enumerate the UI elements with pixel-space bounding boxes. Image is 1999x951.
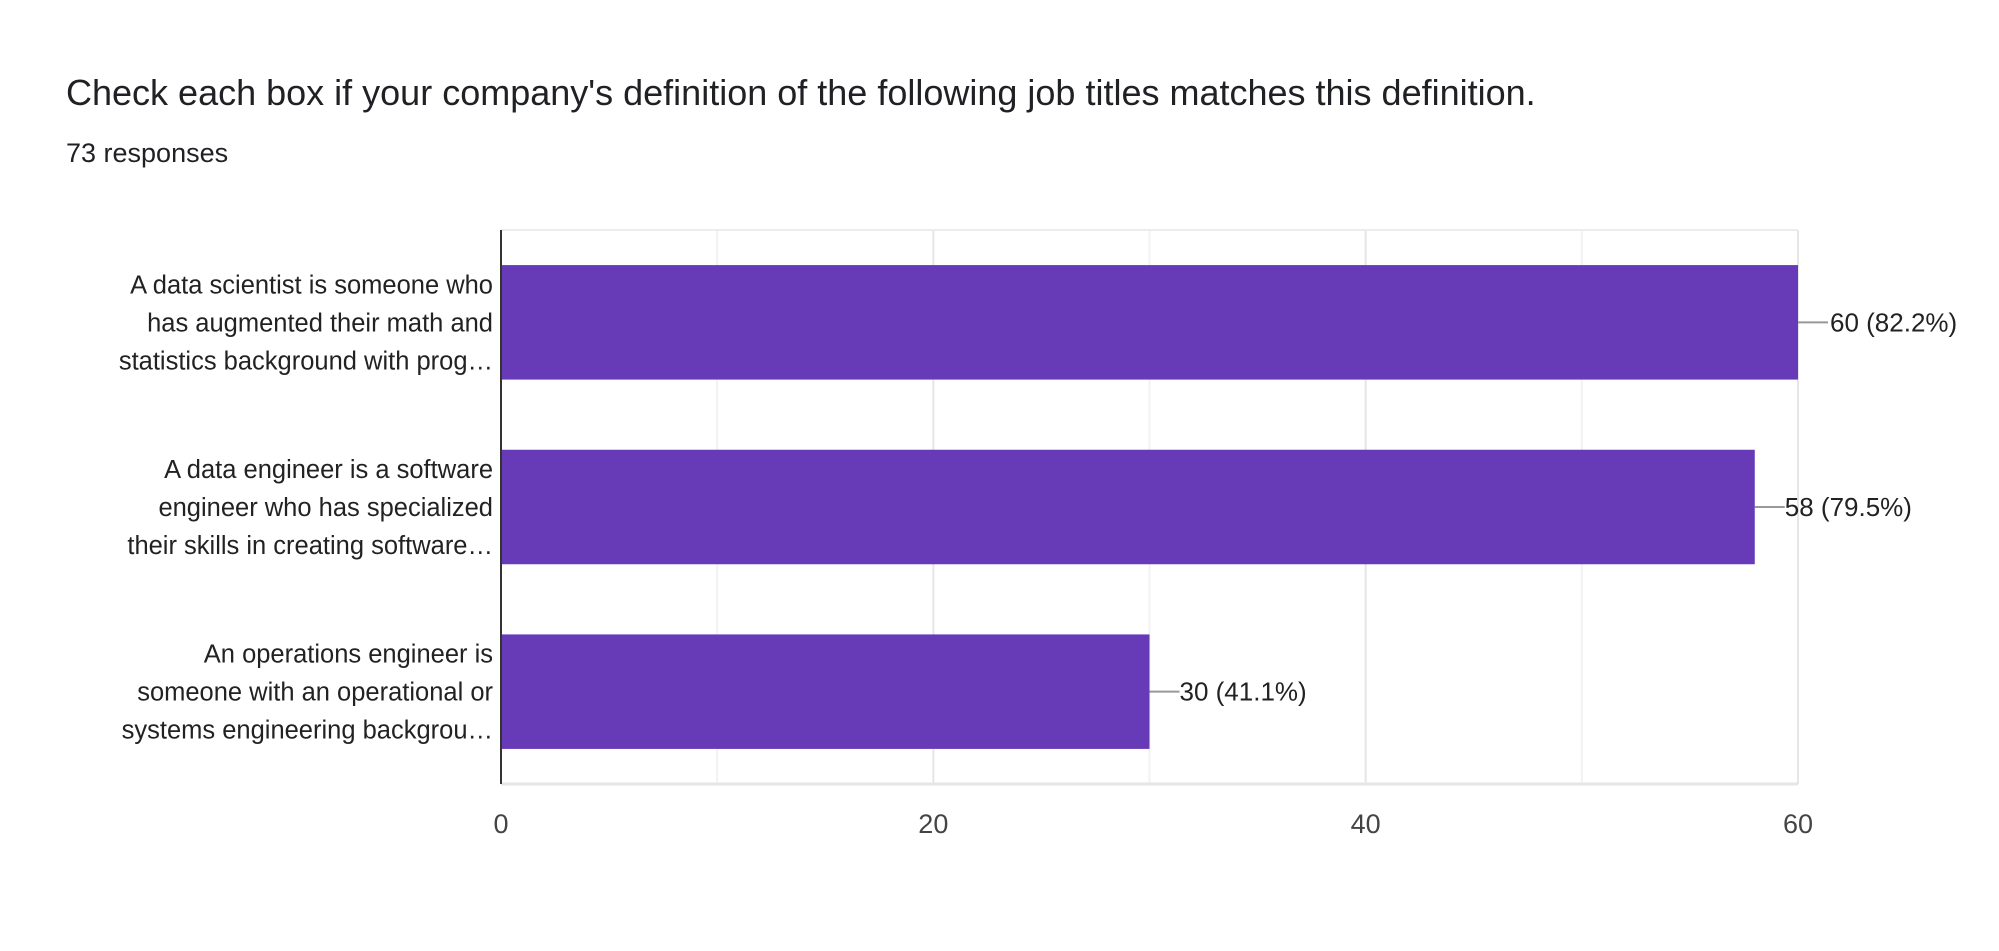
category-label: A data engineer is a software xyxy=(164,456,493,484)
bar xyxy=(501,449,1755,565)
x-tick-label: 20 xyxy=(918,809,948,839)
x-tick-label: 40 xyxy=(1351,809,1381,839)
bar xyxy=(501,265,1798,380)
data-label: 30 (41.1%) xyxy=(1180,677,1307,707)
category-label: A data scientist is someone who xyxy=(130,271,493,299)
category-label: systems engineering backgrou… xyxy=(122,717,493,745)
category-label: someone with an operational or xyxy=(137,679,493,707)
response-count: 73 responses xyxy=(66,138,229,168)
bar xyxy=(501,634,1150,749)
category-label: their skills in creating software… xyxy=(127,532,493,560)
data-label: 60 (82.2%) xyxy=(1830,307,1957,337)
x-tick-label: 0 xyxy=(493,809,508,839)
category-label: has augmented their math and xyxy=(147,309,493,337)
x-tick-label: 60 xyxy=(1783,809,1813,839)
category-label: statistics background with prog… xyxy=(119,347,493,375)
category-label: engineer who has specialized xyxy=(158,494,493,522)
category-label: An operations engineer is xyxy=(204,641,493,669)
data-label: 58 (79.5%) xyxy=(1785,492,1912,522)
chart-title: Check each box if your company's definit… xyxy=(66,72,1536,113)
